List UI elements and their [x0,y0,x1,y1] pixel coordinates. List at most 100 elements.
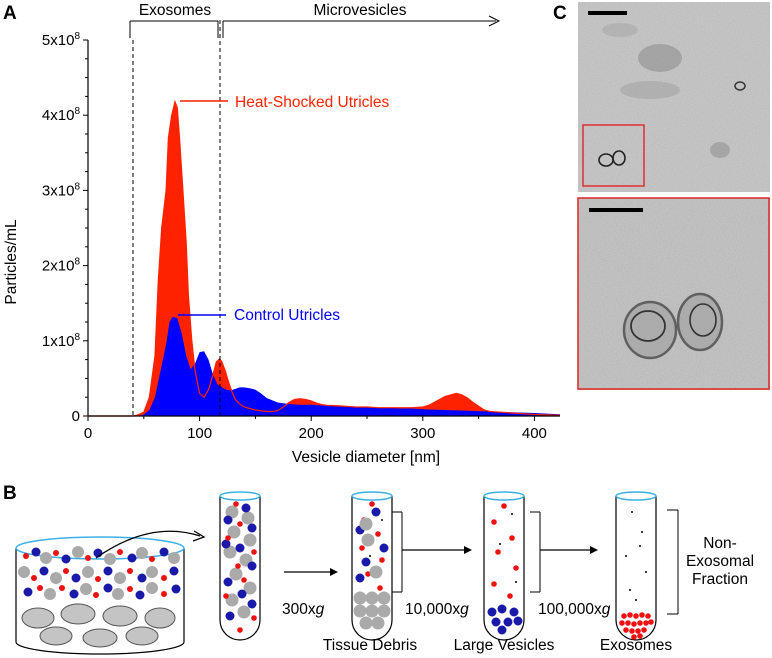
exosome-dot [648,619,654,625]
large-vesicle-dot [61,554,71,564]
microvesicles-region-label: Microvesicles [313,2,406,19]
exosome-dot [507,593,513,599]
large-vesicle-dot [487,607,497,617]
microvesicles-arrowhead [488,15,501,27]
series-area-heat-shocked [88,101,560,416]
exosome-dot [509,535,515,541]
exosome-dot [637,633,643,639]
debris-particle [44,588,56,600]
tube-homogenate [219,491,261,641]
exosome-dot [359,545,365,551]
small-particle [631,511,633,513]
exosome-dot [241,577,247,583]
exosome-dot [635,628,641,634]
x-tick-label: 400 [522,425,547,442]
exosome-dot [37,585,43,591]
exosome-dot [379,557,385,563]
tube-large-vesicles [483,491,525,641]
transfer-arrowhead [192,530,206,542]
exosome-dot [619,620,625,626]
y-axis-label: Particles/mL [3,219,20,305]
debris-particle [369,565,383,579]
exosome-dot [627,612,633,618]
exosome-dot [623,627,629,633]
exosome-dot [645,613,651,619]
non-exosomal-label-1: Non- [703,535,737,552]
exosome-dot [625,620,631,626]
debris-particle [365,591,379,605]
control-label: Control Utricles [234,307,340,324]
non-exosomal-label-2: Exosomal [686,553,754,570]
large-vesicle-dot [69,589,79,599]
large-vesicle-dot [223,577,233,587]
large-vesicle-dot [497,604,507,614]
small-particle [381,519,383,521]
nta-chart: A Particles/mL Vesicle diameter [nm] 0 10… [3,2,560,466]
culture-dish [15,536,185,655]
tube-label-large-vesicles: Large Vesicles [454,637,555,654]
large-vesicle-dot [237,589,247,599]
large-vesicle-dot [497,625,507,635]
small-particle [511,513,513,515]
large-vesicle-dot [247,523,257,533]
exosome-dot [643,620,649,626]
exosome-dot [93,592,99,598]
debris-particle [40,552,52,564]
exosome-dot [629,628,635,634]
debris-particle [361,533,375,547]
tem-overview-image [578,2,770,192]
large-vesicle-dot [247,599,257,609]
large-vesicle-dot [31,547,41,557]
large-vesicle-dot [103,566,113,576]
x-axis-label: Vesicle diameter [nm] [292,449,440,466]
debris-particle [112,588,124,600]
exosomes-region-label: Exosomes [139,2,212,19]
large-vesicle-dot [159,547,169,557]
exosome-dot [31,575,37,581]
y-tick-label: 0 [72,408,80,425]
exosome-dot [95,576,101,582]
debris-particle [237,605,251,619]
exosome-dot [633,613,639,619]
non-exosomal-label-3: Fraction [692,571,748,588]
debris-particle [104,553,116,565]
large-vesicle-dot [241,503,251,513]
exosome-dot [85,555,91,561]
large-vesicle-dot [491,617,501,627]
zoom-frame [577,197,770,390]
large-vesicle-dot [23,587,33,597]
debris-particle [243,581,257,595]
isolation-schematic: B 300xg 10,000xg 100,000xg Non- Exos [3,483,754,655]
large-vesicle-dot [137,573,147,583]
large-vesicle-dot [379,543,389,553]
y-tick-label: 2x108 [42,257,81,275]
exosome-dot [631,634,637,640]
debris-particle [72,546,84,558]
exosome-dot [237,521,243,527]
y-tick-label: 4x108 [42,106,81,124]
exosome-dot [375,531,381,537]
exosome-dot [237,627,243,633]
debris-particle [223,545,237,559]
step-arrowhead-3 [590,546,598,554]
exosome-dot [233,501,239,507]
exosome-dot [149,556,155,562]
debris-particle [371,616,385,630]
panel-label-c: C [553,3,567,24]
transfer-arrow [95,530,201,559]
exosome-dot [161,575,167,581]
step-label-100000: 100,000xg [538,601,611,618]
exosome-dot [369,501,375,507]
debris-particle [377,604,391,618]
panel-label-b: B [3,483,17,504]
large-vesicle-dot [39,566,49,576]
y-tick-label: 1x108 [42,332,81,350]
x-tick-label: 300 [410,425,435,442]
large-vesicle-dot [225,611,235,621]
large-vesicle-dot [247,561,257,571]
exosome-dot [127,568,133,574]
exosome-dot [637,620,643,626]
debris-particle [353,604,367,618]
large-vesicle-dot [503,617,513,627]
exosome-dot [63,568,69,574]
